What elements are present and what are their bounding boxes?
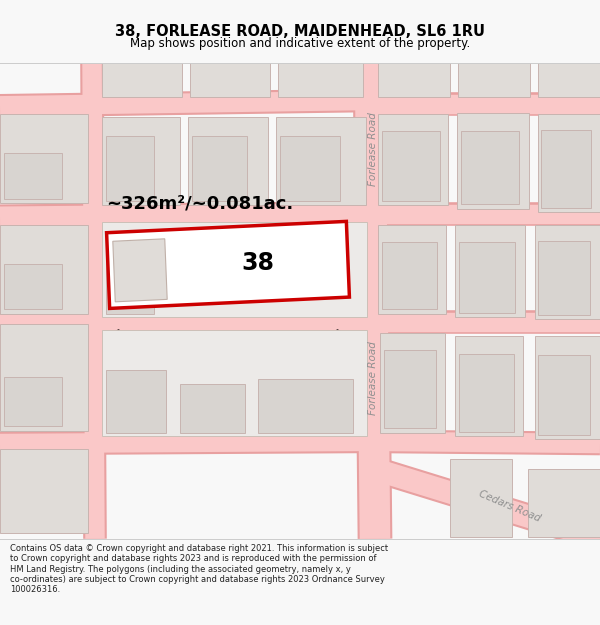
Bar <box>4 264 62 309</box>
Bar <box>258 379 353 432</box>
Bar <box>538 355 590 435</box>
Bar <box>106 251 154 314</box>
Bar <box>535 225 600 319</box>
Bar <box>180 384 245 432</box>
Bar <box>378 225 446 314</box>
Bar <box>384 351 436 428</box>
Bar <box>0 225 88 314</box>
Text: ~39.8m: ~39.8m <box>203 343 253 356</box>
Bar <box>0 114 88 203</box>
Polygon shape <box>107 221 349 308</box>
Bar <box>378 114 448 206</box>
Bar <box>457 113 529 209</box>
Bar <box>280 136 340 201</box>
Bar <box>455 336 523 436</box>
Bar <box>4 378 62 426</box>
Bar <box>450 459 512 537</box>
Bar <box>190 62 270 97</box>
Bar <box>528 469 600 537</box>
Bar <box>4 153 62 199</box>
Bar <box>538 114 600 212</box>
Text: Forlease Road: Forlease Road <box>368 342 378 416</box>
Bar <box>455 225 525 317</box>
Bar <box>378 62 450 97</box>
Bar <box>106 370 166 432</box>
Bar <box>382 131 440 201</box>
Bar <box>278 62 363 97</box>
Bar <box>192 136 247 201</box>
Bar <box>461 131 519 204</box>
Text: 38: 38 <box>241 251 275 275</box>
Text: 38, FORLEASE ROAD, MAIDENHEAD, SL6 1RU: 38, FORLEASE ROAD, MAIDENHEAD, SL6 1RU <box>115 24 485 39</box>
Polygon shape <box>113 239 167 302</box>
Bar <box>459 242 515 312</box>
Text: Map shows position and indicative extent of the property.: Map shows position and indicative extent… <box>130 38 470 51</box>
Text: ~326m²/~0.081ac.: ~326m²/~0.081ac. <box>106 194 293 213</box>
Bar <box>541 129 591 208</box>
Bar <box>188 117 268 206</box>
Text: Cedars Road: Cedars Road <box>478 489 542 524</box>
Bar <box>102 222 367 317</box>
Text: Forlease Road: Forlease Road <box>368 112 378 186</box>
Bar <box>538 241 590 315</box>
Bar <box>0 324 88 431</box>
Text: Contains OS data © Crown copyright and database right 2021. This information is : Contains OS data © Crown copyright and d… <box>10 544 388 594</box>
Bar <box>538 62 600 97</box>
Bar <box>102 330 367 436</box>
Bar <box>458 62 530 97</box>
Bar <box>276 117 366 206</box>
Bar <box>102 62 182 97</box>
Bar <box>380 333 445 432</box>
Bar <box>106 136 154 201</box>
Text: ~14.3m: ~14.3m <box>65 240 78 290</box>
Bar <box>382 242 437 309</box>
Bar <box>0 449 88 533</box>
Bar <box>102 117 180 206</box>
Bar <box>535 336 600 439</box>
Bar <box>459 354 514 432</box>
